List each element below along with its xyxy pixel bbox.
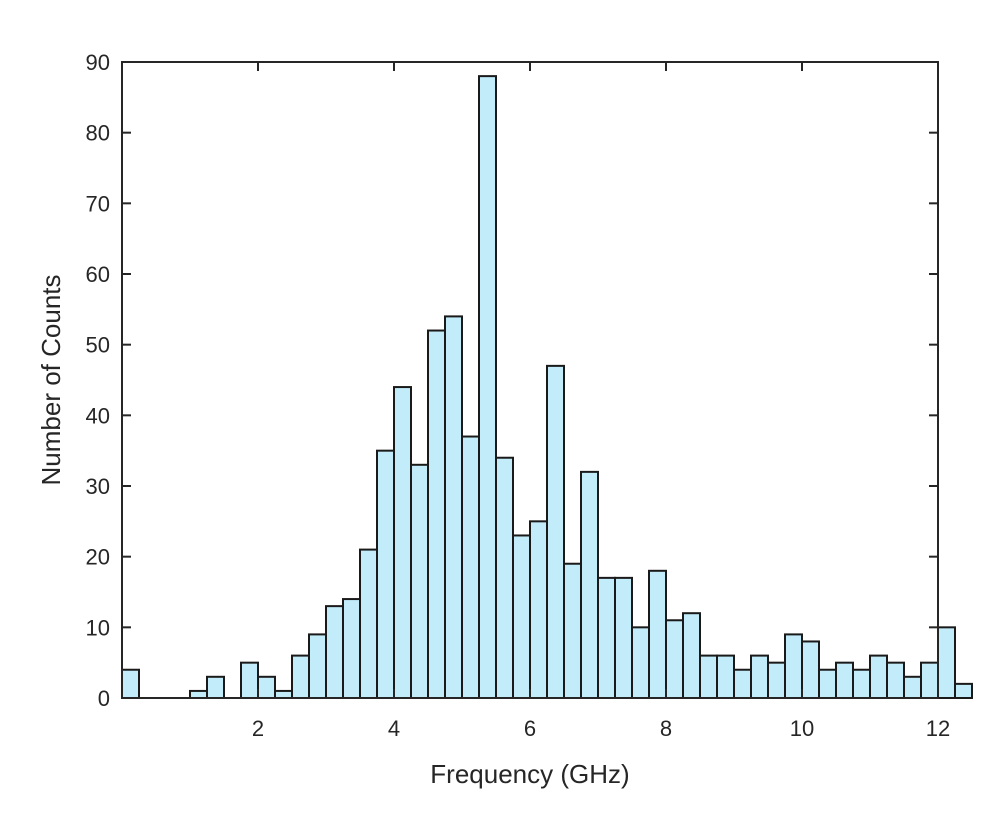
x-tick-label: 2 [252,716,264,741]
histogram-bar [121,668,140,700]
histogram-bar [750,654,769,699]
bars-group [121,75,973,700]
histogram-bar [427,329,446,699]
y-tick-label: 60 [86,262,110,287]
histogram-bar [257,675,276,699]
x-axis-label: Frequency (GHz) [430,759,629,789]
histogram-bar [767,661,786,700]
histogram-bar [291,654,310,699]
x-tick-label: 10 [790,716,814,741]
x-tick-label: 8 [660,716,672,741]
y-tick-label: 30 [86,474,110,499]
ticks-group [122,61,939,699]
histogram-bar [733,668,752,700]
histogram-bar [274,689,293,700]
histogram-bar [937,626,956,699]
y-tick-label: 0 [98,686,110,711]
histogram-bar [903,675,922,699]
histogram-bar [580,470,599,699]
y-tick-label: 80 [86,121,110,146]
histogram-bar [410,463,429,699]
histogram-bar [954,682,973,699]
histogram-bar [512,534,531,700]
x-tick-label: 6 [524,716,536,741]
histogram-bar [546,364,565,699]
histogram-bar [342,598,361,699]
histogram-bar [461,435,480,699]
histogram-bar [665,619,684,699]
x-tick-label: 4 [388,716,400,741]
histogram-bar [818,668,837,700]
histogram-bar [478,75,497,699]
histogram-bar [614,576,633,699]
tick-labels-group: 2 4 6 8 10 12 0 10 20 30 40 50 60 70 80 90 [86,50,951,741]
histogram-bar [699,654,718,699]
histogram-bar [784,633,803,700]
y-tick-label: 10 [86,615,110,640]
y-tick-label: 20 [86,545,110,570]
histogram-bar [325,605,344,700]
histogram-bar [359,548,378,699]
y-axis-label: Number of Counts [36,275,66,486]
x-tick-label: 12 [926,716,950,741]
histogram-bar [393,386,412,699]
histogram-bar [716,654,735,699]
histogram-bar [597,576,616,699]
histogram-bar [852,668,871,700]
histogram-bar [886,661,905,700]
histogram-bar [563,562,582,699]
histogram-bar [529,520,548,699]
histogram-bar [240,661,259,700]
histogram-bar [189,689,208,700]
histogram-bar [376,449,395,699]
histogram-bar [648,569,667,699]
histogram-bar [206,675,225,699]
histogram-bar [869,654,888,699]
histogram-bar [308,633,327,700]
y-tick-label: 40 [86,403,110,428]
histogram-bar [495,456,514,699]
histogram-bar [631,626,650,699]
histogram-bar [444,315,463,699]
y-tick-label: 90 [86,50,110,75]
histogram-bar [920,661,939,700]
y-tick-label: 70 [86,191,110,216]
histogram-bar [682,612,701,700]
histogram-bar [801,640,820,700]
histogram-bar [835,661,854,700]
y-tick-label: 50 [86,333,110,358]
